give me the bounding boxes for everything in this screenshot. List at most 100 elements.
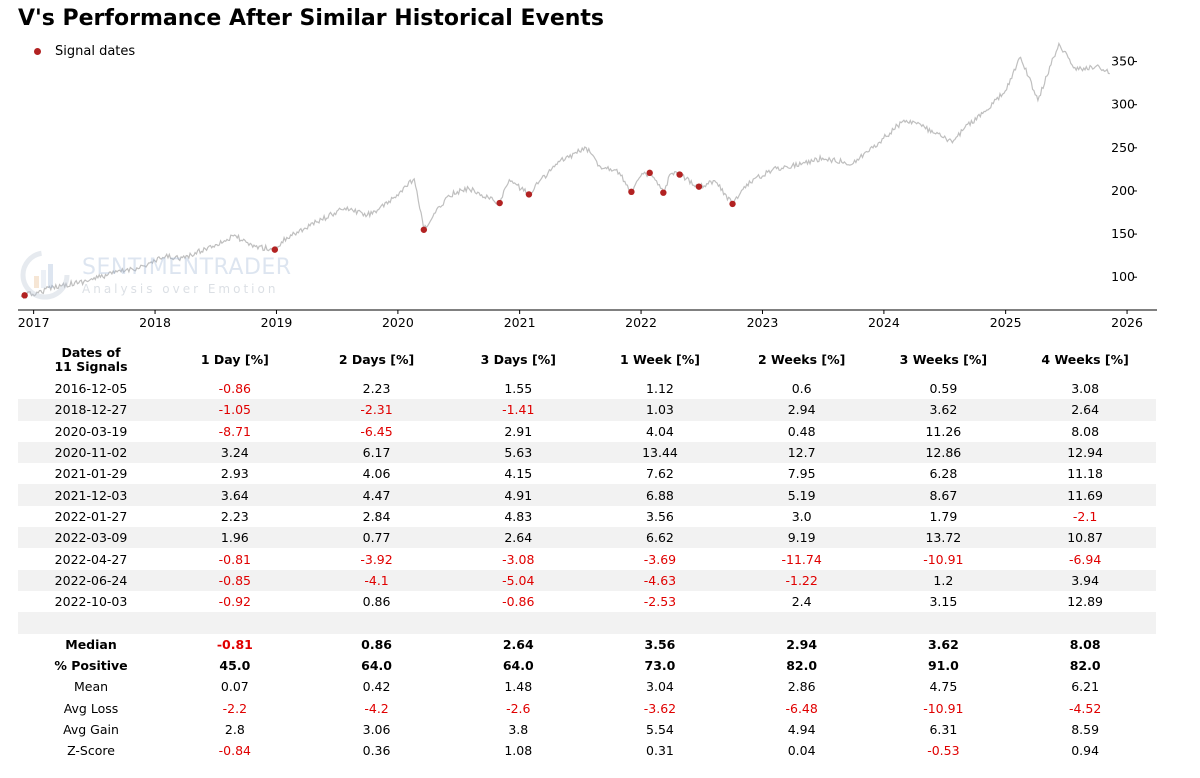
table-cell: -1.05	[164, 399, 306, 421]
x-tick-label: 2019	[261, 315, 293, 330]
signal-point	[695, 183, 703, 190]
table-cell: 1.12	[646, 381, 674, 397]
table-cell: 0.04	[787, 743, 816, 759]
watermark: SENTIMENTRADER Analysis over Emotion	[18, 248, 292, 302]
table-header-row: Dates of 11 Signals 1 Day [%] 2 Days [%]…	[18, 342, 1156, 378]
table-cell: 11.69	[1014, 484, 1156, 506]
table-cell: 12.86	[872, 441, 1015, 464]
table-cell: 8.08	[1071, 423, 1100, 439]
row-label: % Positive	[54, 658, 128, 673]
table-cell: -4.2	[364, 700, 389, 716]
table-row: % Positive 45.0 64.0 64.0 73.0 82.0 91.0 82.0	[18, 655, 1156, 676]
row-label: 2021-01-29	[54, 466, 128, 482]
y-tick-label: 100	[1111, 269, 1135, 284]
row-label: Z-Score	[67, 743, 115, 759]
table-cell: 6.31	[929, 721, 958, 737]
table-cell: 82.0	[786, 658, 818, 673]
table-row: 2018-12-27 -1.05 -2.31 -1.41 1.03 2.94 3.62 2.6…	[18, 399, 1156, 421]
table-cell: 0.07	[220, 679, 249, 695]
table-cell: 45.0	[219, 658, 251, 673]
table-cell: 2.64	[502, 636, 534, 652]
price-chart: 2017 2018 2019 2020 2021 2022 2023 2024 2025 2026…	[18, 41, 1157, 330]
table-cell: 6.17	[305, 441, 448, 464]
table-cell: 3.56	[644, 636, 676, 652]
table-cell: 2.86	[787, 679, 816, 695]
table-cell: 6.62	[589, 527, 731, 549]
table-body: 2016-12-05 -0.86 2.23 1.55 1.12 0.6 0.59 3.08 20…	[18, 378, 1156, 761]
table-cell: -1.41	[447, 399, 590, 421]
row-label: Mean	[73, 679, 109, 695]
table-cell: -0.85	[164, 569, 306, 591]
signal-point	[660, 189, 667, 196]
table-cell: 1.08	[504, 743, 533, 759]
row-label: 2022-03-09	[18, 527, 164, 549]
table-cell: -10.91	[923, 551, 964, 567]
legend-label: Signal dates	[55, 44, 136, 59]
signal-point	[628, 188, 635, 196]
table-cell: 1.48	[504, 679, 533, 695]
signal-point	[525, 191, 533, 198]
table-cell: 1.03	[589, 399, 731, 421]
table-row: 2022-01-27 2.23 2.84 4.83 3.56 3.0 1.79 -2.1	[18, 506, 1156, 527]
header-2-weeks: 2 Weeks [%]	[757, 352, 846, 367]
y-tick-label: 200	[1111, 183, 1135, 198]
table-cell: 5.63	[447, 441, 590, 464]
table-cell: 1.2	[872, 569, 1015, 591]
table-cell: 12.89	[1067, 594, 1103, 610]
row-label: 2022-01-27	[54, 508, 128, 524]
table-cell: -2.6	[506, 700, 531, 716]
table-cell: -4.52	[1068, 700, 1102, 716]
table-cell: 8.59	[1071, 721, 1100, 737]
table-cell: -0.53	[927, 743, 960, 759]
table-row: Avg Loss -2.2 -4.2 -2.6 -3.62 -6.48 -10.91 -4.5…	[18, 697, 1156, 718]
table-cell: 13.44	[589, 441, 731, 464]
table-cell: 8.67	[872, 484, 1015, 506]
x-tick-label: 2020	[382, 315, 414, 330]
table-cell: 4.91	[447, 484, 590, 506]
table-cell: 2.94	[786, 636, 818, 652]
table-cell: -0.86	[218, 381, 252, 397]
price-line	[20, 41, 1110, 300]
table-row: 2021-01-29 2.93 4.06 4.15 7.62 7.95 6.28 11.18	[18, 463, 1156, 484]
plot-area	[20, 41, 1110, 300]
table-cell: 3.06	[362, 721, 391, 737]
table-cell: 3.08	[1071, 381, 1100, 397]
table-cell: -3.62	[643, 700, 677, 716]
table-cell: 3.24	[164, 441, 306, 464]
table-cell: 5.54	[646, 721, 674, 737]
table-cell: -11.74	[781, 551, 822, 567]
header-dates-line2: 11 Signals	[54, 359, 128, 374]
table-cell: 82.0	[1069, 658, 1101, 673]
chart-title: V's Performance After Similar Historical…	[18, 6, 605, 31]
table-cell: 2.8	[224, 721, 245, 737]
table-cell: -4.1	[305, 569, 448, 591]
header-3-days: 3 Days [%]	[480, 352, 556, 367]
table-cell: -3.69	[643, 551, 677, 567]
table-cell: 4.47	[305, 484, 448, 506]
x-tick-label: 2021	[504, 315, 536, 330]
watermark-tagline: Analysis over Emotion	[82, 281, 279, 296]
header-1-day: 1 Day [%]	[200, 352, 269, 367]
table-cell: 8.08	[1069, 636, 1101, 652]
x-tick-label: 2026	[1111, 315, 1143, 330]
row-label: 2016-12-05	[54, 381, 128, 397]
table-cell: 13.72	[872, 527, 1015, 549]
table-cell: 4.83	[504, 508, 533, 524]
table-cell: 3.62	[927, 636, 959, 652]
table-cell: -0.84	[218, 743, 252, 759]
table-cell: 7.62	[646, 466, 674, 482]
table-cell: 2.91	[504, 423, 533, 439]
row-label: 2018-12-27	[18, 399, 164, 421]
table-cell: -6.94	[1068, 551, 1102, 567]
table-cell: -2.53	[643, 594, 677, 610]
table-cell: -6.48	[785, 700, 818, 716]
signal-point	[646, 169, 653, 177]
table-cell: 91.0	[927, 658, 959, 673]
table-cell: -3.08	[502, 551, 535, 567]
x-tick-label: 2025	[990, 315, 1022, 330]
table-cell: -2.31	[305, 399, 448, 421]
table-cell: 1.79	[929, 508, 958, 524]
table-cell: 6.28	[929, 466, 958, 482]
row-label: 2021-12-03	[18, 484, 164, 506]
table-cell: 0.6	[791, 381, 812, 397]
